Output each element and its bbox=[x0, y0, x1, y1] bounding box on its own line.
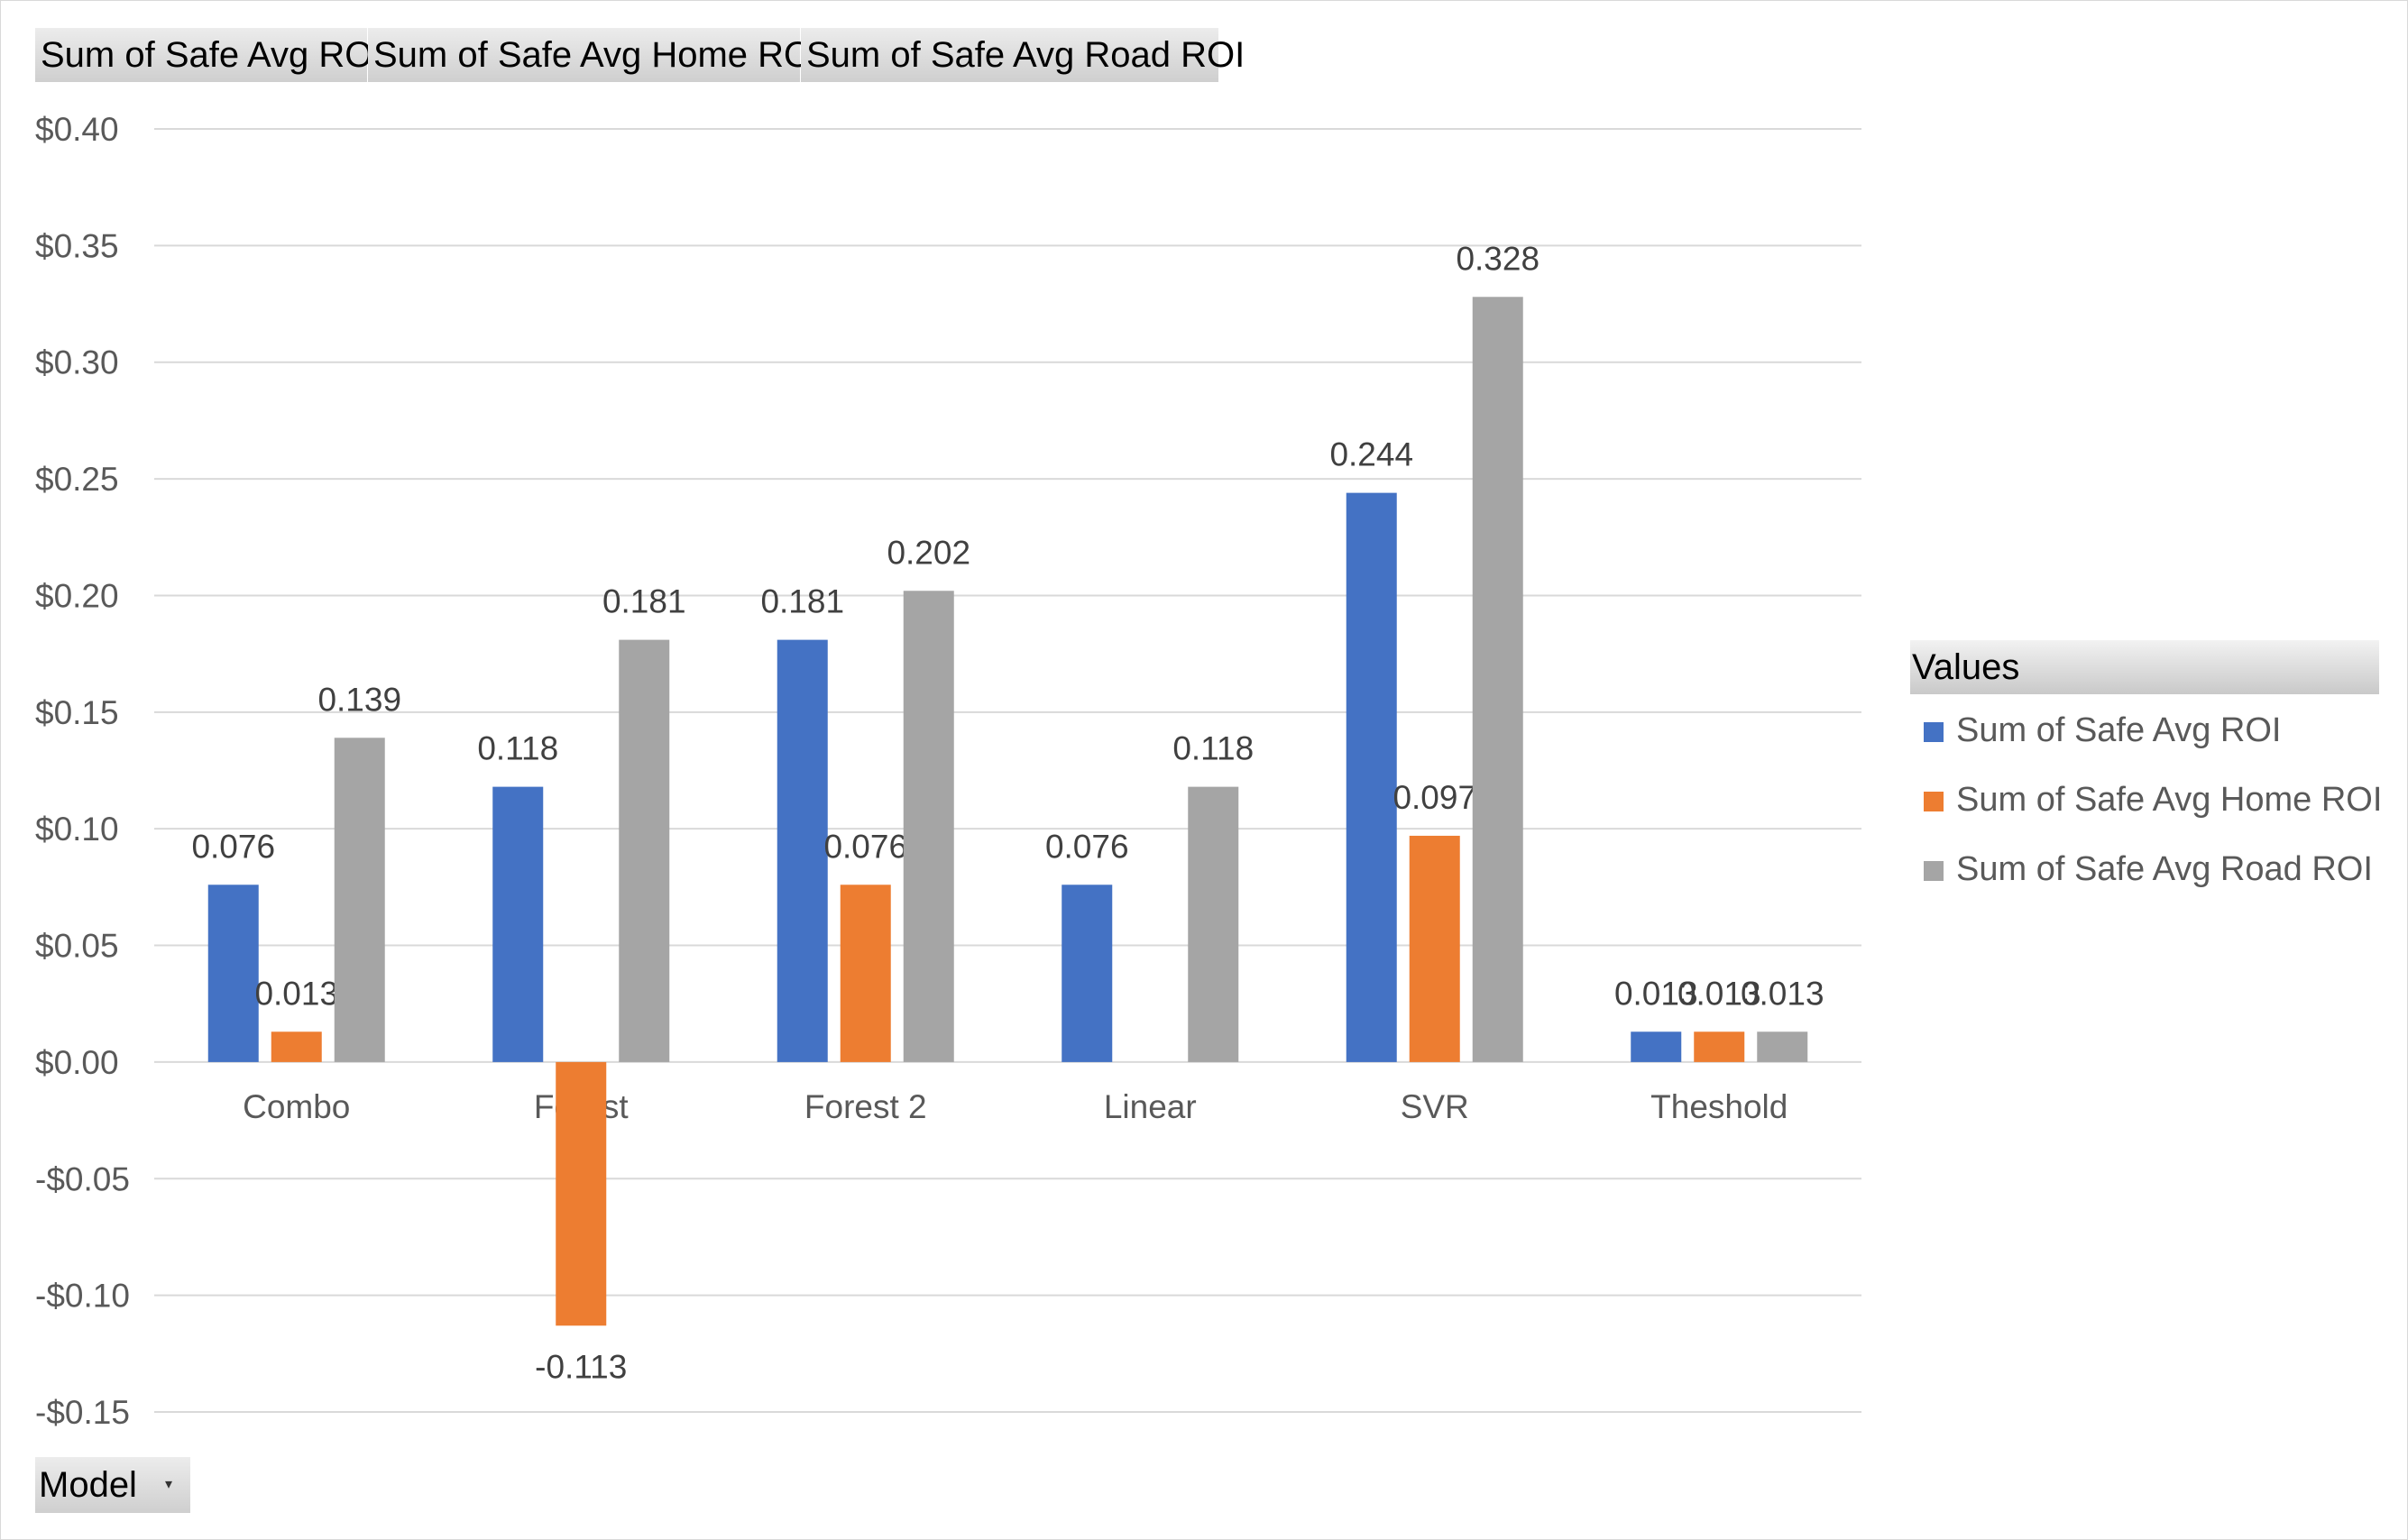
data-label: 0.076 bbox=[191, 828, 275, 865]
data-label: -0.113 bbox=[535, 1348, 627, 1385]
legend-label: Sum of Safe Avg Road ROI bbox=[1956, 850, 2373, 888]
legend-item-safe-avg-road-roi[interactable]: Sum of Safe Avg Road ROI bbox=[1924, 847, 2373, 892]
bar bbox=[556, 1061, 607, 1326]
x-tick-label: SVR bbox=[1401, 1088, 1469, 1125]
legend-item-safe-avg-home-roi[interactable]: Sum of Safe Avg Home ROI bbox=[1924, 777, 2382, 822]
data-label: 0.076 bbox=[1045, 828, 1129, 865]
field-button-safe-avg-home-roi[interactable]: Sum of Safe Avg Home ROI bbox=[368, 28, 822, 82]
bar bbox=[271, 1031, 322, 1062]
y-tick-label: $0.15 bbox=[35, 694, 119, 731]
bar bbox=[1631, 1031, 1682, 1062]
bar bbox=[334, 738, 385, 1062]
y-tick-label: $0.35 bbox=[35, 227, 119, 264]
data-label: 0.013 bbox=[1677, 975, 1761, 1012]
y-tick-label: $0.20 bbox=[35, 577, 119, 614]
model-filter-label: Model bbox=[39, 1465, 137, 1505]
x-tick-label: Theshold bbox=[1650, 1088, 1788, 1125]
data-label: 0.076 bbox=[823, 828, 907, 865]
bar bbox=[492, 786, 544, 1062]
y-tick-label: $0.10 bbox=[35, 811, 119, 848]
bar bbox=[1757, 1031, 1808, 1062]
data-label: 0.118 bbox=[1172, 730, 1254, 767]
bar bbox=[777, 639, 828, 1062]
x-tick-label: Linear bbox=[1104, 1088, 1197, 1125]
data-label: 0.013 bbox=[1741, 975, 1824, 1012]
data-label: 0.097 bbox=[1392, 779, 1476, 816]
data-label: 0.013 bbox=[1614, 975, 1698, 1012]
data-label: 0.013 bbox=[254, 975, 338, 1012]
y-tick-label: -$0.05 bbox=[35, 1160, 130, 1197]
data-label: 0.244 bbox=[1329, 436, 1413, 473]
legend-swatch bbox=[1924, 721, 1944, 742]
dropdown-arrow-icon[interactable]: ▾ bbox=[164, 1477, 172, 1492]
x-tick-label: Forest 2 bbox=[804, 1088, 927, 1125]
data-label: 0.328 bbox=[1456, 240, 1539, 277]
bar bbox=[1188, 786, 1239, 1062]
bar bbox=[1346, 492, 1397, 1062]
data-label: 0.118 bbox=[477, 730, 558, 767]
y-tick-label: $0.05 bbox=[35, 928, 119, 965]
data-label: 0.181 bbox=[760, 583, 844, 620]
bar bbox=[1409, 835, 1460, 1062]
bar bbox=[1472, 297, 1523, 1062]
field-button-safe-avg-roi[interactable]: Sum of Safe Avg ROI bbox=[35, 28, 382, 82]
bar bbox=[1062, 885, 1113, 1062]
bar bbox=[207, 885, 259, 1062]
y-tick-label: $0.40 bbox=[35, 111, 119, 148]
data-label: 0.139 bbox=[317, 681, 401, 718]
data-label: 0.202 bbox=[887, 534, 970, 571]
y-tick-label: -$0.15 bbox=[35, 1394, 130, 1431]
legend-label: Sum of Safe Avg Home ROI bbox=[1956, 781, 2383, 819]
bar bbox=[840, 885, 891, 1062]
y-tick-label: $0.30 bbox=[35, 344, 119, 381]
legend-title[interactable]: Values bbox=[1910, 640, 2379, 694]
model-filter-button[interactable]: Model ▾ bbox=[35, 1457, 190, 1513]
y-tick-label: $0.25 bbox=[35, 461, 119, 498]
legend-item-safe-avg-roi[interactable]: Sum of Safe Avg ROI bbox=[1924, 708, 2281, 753]
bar bbox=[619, 639, 670, 1062]
bar bbox=[1694, 1031, 1745, 1062]
y-tick-label: -$0.10 bbox=[35, 1278, 130, 1315]
bar bbox=[903, 591, 954, 1062]
legend-swatch bbox=[1924, 791, 1944, 811]
x-tick-label: Combo bbox=[243, 1088, 350, 1125]
field-button-safe-avg-road-roi[interactable]: Sum of Safe Avg Road ROI bbox=[801, 28, 1245, 82]
legend-swatch bbox=[1924, 860, 1944, 881]
data-label: 0.181 bbox=[602, 583, 686, 620]
legend-label: Sum of Safe Avg ROI bbox=[1956, 711, 2282, 749]
y-tick-label: $0.00 bbox=[35, 1044, 119, 1081]
